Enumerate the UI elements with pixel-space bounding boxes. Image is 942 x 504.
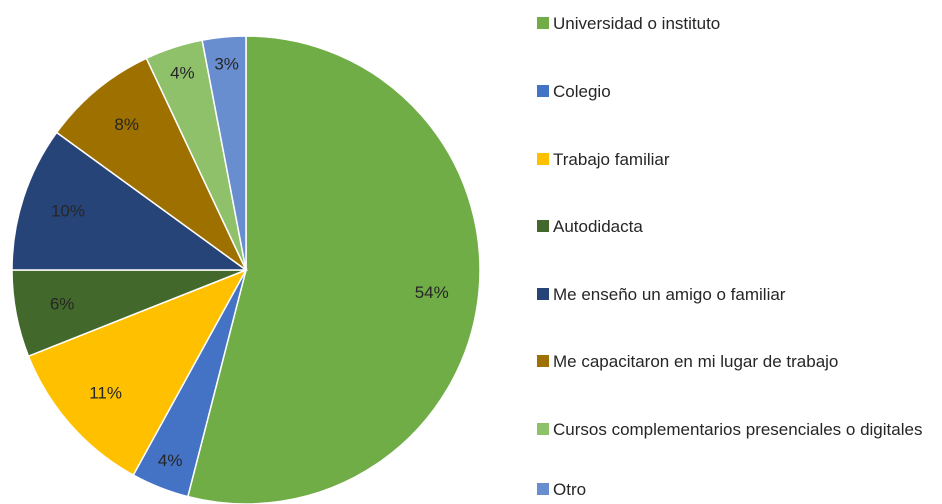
pie-slice bbox=[186, 35, 481, 504]
legend-swatch bbox=[537, 423, 549, 435]
legend-label: Colegio bbox=[553, 82, 611, 101]
data-label: 8% bbox=[114, 115, 139, 134]
legend-label: Otro bbox=[553, 480, 587, 499]
legend-label: Cursos complementarios presenciales o di… bbox=[553, 420, 923, 439]
pie-slice bbox=[55, 57, 247, 271]
pie-slice bbox=[201, 35, 247, 271]
data-label: 4% bbox=[158, 451, 183, 470]
legend-swatch bbox=[537, 288, 549, 300]
legend-item: Universidad o instituto bbox=[537, 10, 937, 37]
legend-swatch bbox=[537, 355, 549, 367]
legend-item: Autodidacta bbox=[537, 213, 937, 240]
legend-label: Universidad o instituto bbox=[553, 14, 721, 33]
legend-swatch bbox=[537, 17, 549, 29]
data-label: 54% bbox=[415, 283, 449, 302]
chart: 54% 4% 11% 6% 10% 8% 4% 3% bbox=[11, 35, 481, 504]
data-label: 11% bbox=[89, 383, 122, 402]
legend-swatch bbox=[537, 85, 549, 97]
pie-slice bbox=[11, 131, 249, 271]
legend-item: Otro bbox=[537, 476, 937, 503]
data-label: 3% bbox=[214, 54, 239, 73]
legend-swatch bbox=[537, 220, 549, 232]
legend-label: Trabajo familiar bbox=[553, 150, 670, 169]
legend-item: Cursos complementarios presenciales o di… bbox=[537, 416, 937, 443]
data-label: 10% bbox=[51, 202, 85, 221]
legend-item: Me capacitaron en mi lugar de trabajo bbox=[537, 348, 937, 375]
legend-item: Trabajo familiar bbox=[537, 146, 937, 173]
data-label: 4% bbox=[170, 64, 195, 83]
data-label: 6% bbox=[50, 295, 75, 314]
legend-swatch bbox=[537, 153, 549, 165]
legend-item: Me enseño un amigo o familiar bbox=[537, 281, 937, 308]
pie-slice bbox=[27, 268, 248, 477]
legend-label: Autodidacta bbox=[553, 217, 643, 236]
legend-label: Me enseño un amigo o familiar bbox=[553, 285, 786, 304]
legend-swatch bbox=[537, 483, 549, 495]
legend-label: Me capacitaron en mi lugar de trabajo bbox=[553, 352, 839, 371]
legend-item: Colegio bbox=[537, 78, 937, 105]
